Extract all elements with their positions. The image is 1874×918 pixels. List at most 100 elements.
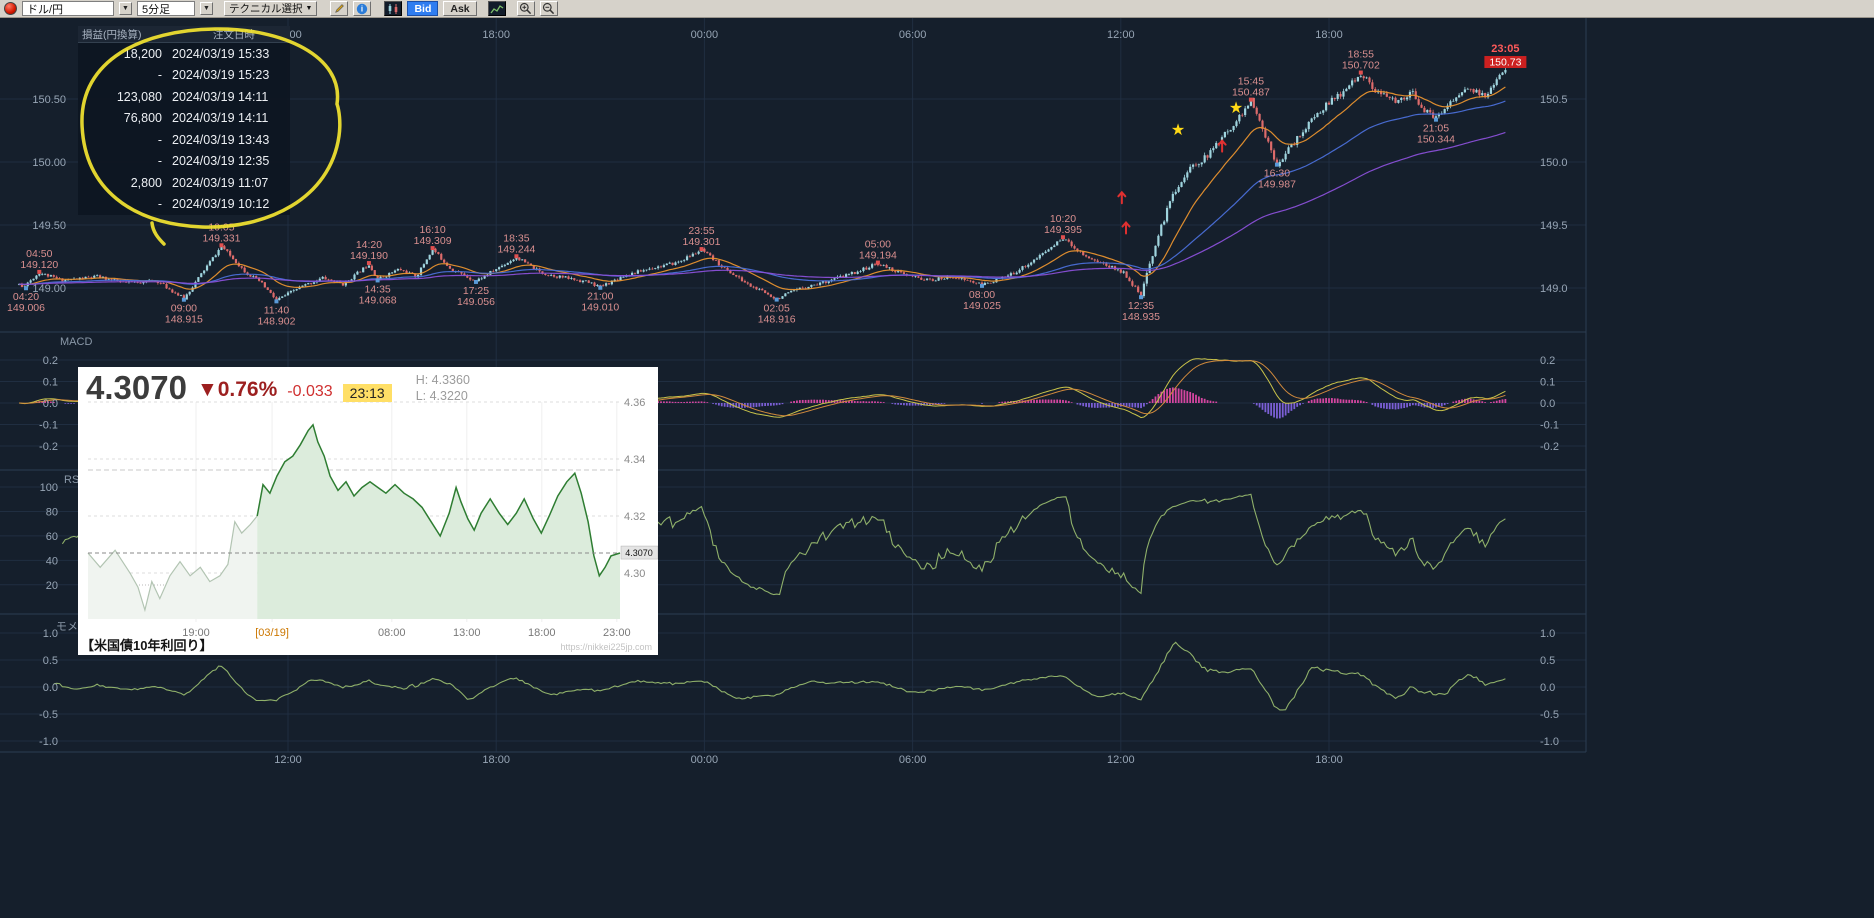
svg-text:150.5: 150.5: [1540, 94, 1568, 106]
svg-text:21:05: 21:05: [1423, 123, 1449, 135]
svg-text:18:00: 18:00: [482, 29, 510, 41]
datetime-cell: 2024/03/19 14:11: [172, 89, 269, 104]
datetime-cell: 2024/03/19 15:33: [172, 46, 270, 61]
svg-text:4.3070: 4.3070: [625, 548, 653, 558]
candle-chart-mode-button[interactable]: [384, 1, 403, 16]
ask-button[interactable]: Ask: [443, 1, 477, 16]
svg-text:149.00: 149.00: [32, 283, 66, 295]
svg-text:149.006: 149.006: [7, 302, 45, 314]
technical-select-button[interactable]: テクニカル選択 ▼: [224, 1, 318, 16]
svg-text:18:35: 18:35: [503, 232, 529, 244]
svg-text:60: 60: [46, 531, 58, 543]
svg-text:19:00: 19:00: [182, 627, 210, 639]
svg-text:0.2: 0.2: [1540, 355, 1555, 367]
table-row[interactable]: 76,800 2024/03/19 14:11: [78, 108, 290, 130]
svg-text:[03/19]: [03/19]: [255, 627, 289, 639]
inset-title: 【米国債10年利回り】: [81, 638, 213, 653]
svg-text:0.5: 0.5: [43, 655, 58, 667]
svg-text:150.344: 150.344: [1417, 134, 1455, 146]
svg-text:12:00: 12:00: [274, 754, 302, 766]
svg-text:12:00: 12:00: [1107, 29, 1135, 41]
svg-text:06:00: 06:00: [899, 754, 927, 766]
svg-text:4.30: 4.30: [624, 568, 645, 580]
svg-text:4.36: 4.36: [624, 397, 645, 409]
zoom-in-button[interactable]: [516, 1, 535, 16]
svg-text:0.1: 0.1: [1540, 377, 1555, 389]
us10y-plot: 4.36 4.34 4.32 4.30 4.3070 19:00 [03/19] 08:00 1…: [87, 397, 658, 639]
svg-text:150.00: 150.00: [32, 157, 66, 169]
us10y-inset-chart: 4.36 4.34 4.32 4.30 4.3070 19:00 [03/19] 08:00 1…: [78, 367, 658, 655]
yield-change-percent: ▼0.76%: [196, 378, 278, 401]
svg-text:149.0: 149.0: [1540, 283, 1568, 295]
svg-text:16:10: 16:10: [419, 224, 445, 236]
svg-text:149.010: 149.010: [581, 302, 619, 314]
trade-table-header: 損益(円換算) 注文日時: [78, 26, 290, 43]
info-icon: i: [357, 3, 368, 14]
svg-text:150.702: 150.702: [1342, 60, 1380, 72]
svg-text:-1.0: -1.0: [1540, 736, 1559, 748]
svg-text:149.120: 149.120: [20, 259, 58, 271]
table-row[interactable]: -2024/03/19 10:12: [78, 194, 290, 216]
yield-low: L: 4.3220: [415, 388, 468, 403]
svg-text:23:05: 23:05: [1491, 43, 1519, 55]
svg-text:150.73: 150.73: [1489, 57, 1521, 69]
zoom-out-icon: [543, 2, 555, 15]
svg-text:11:40: 11:40: [264, 304, 290, 316]
svg-text:18:00: 18:00: [1315, 29, 1343, 41]
timeframe-select-arrow-icon[interactable]: ▼: [200, 2, 213, 15]
svg-text:0.0: 0.0: [1540, 682, 1555, 694]
svg-text:40: 40: [46, 555, 58, 567]
svg-text:100: 100: [40, 482, 58, 494]
toolbar: ドル/円 ▼ 5分足 ▼ テクニカル選択 ▼ i Bid Ask: [0, 0, 1874, 18]
draw-pencil-button[interactable]: [330, 1, 349, 16]
yield-value: 4.3070: [86, 369, 187, 406]
pair-select[interactable]: ドル/円: [22, 1, 114, 16]
svg-text:149.5: 149.5: [1540, 220, 1568, 232]
svg-text:18:55: 18:55: [1348, 49, 1374, 61]
svg-text:23:00: 23:00: [603, 627, 631, 639]
datetime-cell: 2024/03/19 12:35: [172, 154, 270, 169]
svg-text:1.0: 1.0: [43, 628, 58, 640]
info-button[interactable]: i: [353, 1, 372, 16]
datetime-column-header: 注文日時: [213, 28, 255, 41]
pl-cell: 18,200: [123, 46, 162, 61]
svg-text:149.301: 149.301: [683, 236, 721, 248]
yield-quote-time: 23:13: [342, 384, 392, 402]
svg-text:0.5: 0.5: [1540, 655, 1555, 667]
svg-text:0.2: 0.2: [43, 355, 58, 367]
pair-select-arrow-icon[interactable]: ▼: [119, 2, 132, 15]
pl-cell: -: [157, 154, 162, 169]
timeframe-select[interactable]: 5分足: [137, 1, 195, 16]
svg-text:20: 20: [46, 580, 58, 592]
svg-text:12:35: 12:35: [1128, 300, 1154, 312]
pl-cell: -: [157, 68, 162, 83]
table-row[interactable]: 18,200 2024/03/19 15:33: [78, 43, 290, 65]
svg-text:4.34: 4.34: [624, 454, 645, 466]
table-row[interactable]: 2,800 2024/03/19 11:07: [78, 172, 290, 194]
table-row[interactable]: -2024/03/19 12:35: [78, 151, 290, 173]
svg-text:149.025: 149.025: [963, 300, 1001, 312]
zoom-out-button[interactable]: [539, 1, 558, 16]
pl-cell: 123,080: [116, 89, 162, 104]
datetime-cell: 2024/03/19 15:23: [172, 68, 270, 83]
table-row[interactable]: 123,080 2024/03/19 14:11: [78, 86, 290, 108]
svg-text:149.190: 149.190: [350, 250, 388, 262]
svg-text:0.1: 0.1: [43, 377, 58, 389]
trade-table-rows: 18,200 2024/03/19 15:33-2024/03/19 15:23 1…: [78, 43, 290, 215]
svg-text:10:20: 10:20: [1050, 213, 1076, 225]
table-row[interactable]: -2024/03/19 13:43: [78, 129, 290, 151]
svg-text:-0.2: -0.2: [1540, 441, 1559, 453]
svg-text:13:00: 13:00: [453, 627, 481, 639]
svg-text:★: ★: [1171, 122, 1185, 139]
line-chart-mode-button[interactable]: [487, 1, 506, 16]
pl-cell: 2,800: [130, 175, 162, 190]
svg-text:00:00: 00:00: [691, 754, 719, 766]
pair-select-value: ドル/円: [27, 3, 64, 16]
bid-button[interactable]: Bid: [407, 1, 439, 16]
svg-text:148.902: 148.902: [257, 315, 295, 327]
svg-text:149.068: 149.068: [359, 294, 397, 306]
svg-text:150.0: 150.0: [1540, 157, 1568, 169]
svg-text:15:45: 15:45: [1238, 76, 1264, 88]
svg-text:17:25: 17:25: [463, 285, 489, 297]
table-row[interactable]: -2024/03/19 15:23: [78, 65, 290, 87]
